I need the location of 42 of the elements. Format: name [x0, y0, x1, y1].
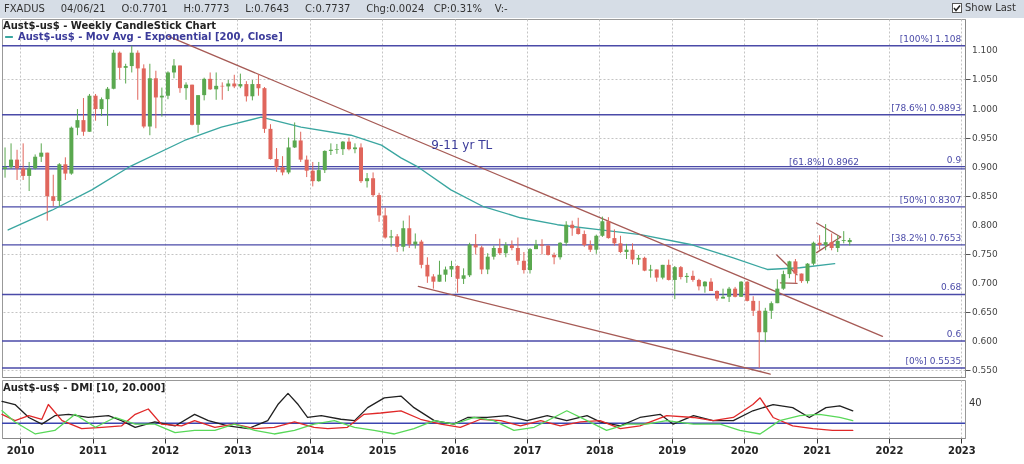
chart-title: Aust$-us$ - DMI [10, 20.000] [3, 382, 166, 393]
ref-line-label: 0.6 [946, 328, 962, 339]
x-tick-label: 2020 [730, 444, 759, 456]
y-tick-label: 0.650 [972, 306, 999, 317]
ref-line-label: [50%] 0.8307 [899, 194, 962, 205]
y-tick-label: 0.900 [972, 161, 999, 172]
ref-line-label: [100%] 1.108 [899, 33, 962, 44]
x-tick-label: 2022 [875, 444, 904, 456]
x-tick-label: 2013 [223, 444, 252, 456]
y-tick-label: 1.050 [972, 74, 999, 85]
y-tick-label: 0.800 [972, 219, 999, 230]
ref-line-label: [38.2%] 0.7653 [891, 232, 962, 243]
x-tick-label: 2015 [368, 444, 397, 456]
x-tick-label: 2023 [947, 444, 976, 456]
legend-label: Aust$-us$ - Mov Avg - Exponential [200, Close] [18, 31, 283, 42]
ref-line-label: [61.8%] 0.8962 [789, 156, 860, 167]
y-tick-label: 0.600 [972, 335, 999, 346]
x-tick-label: 2011 [79, 444, 107, 456]
chart-title: Aust$-us$ - Weekly CandleStick Chart [3, 20, 217, 31]
x-tick-label: 2018 [585, 444, 614, 456]
x-tick-label: 2012 [151, 444, 180, 456]
text: Show Last [965, 2, 1016, 13]
y-tick-label: 0.700 [972, 277, 999, 288]
ref-line-label: [0%] 0.5535 [905, 355, 962, 366]
y-tick-label: 0.950 [972, 132, 999, 143]
chart-subtitle: FXADUS 04/06/21 O:0.7701 H:0.7773 L:0.7643 C:0.7737 Chg:0.0024 CP:0.31% V:- [4, 3, 508, 14]
x-tick-label: 2021 [803, 444, 832, 456]
y-tick-label: 1.100 [972, 45, 999, 56]
x-tick-label: 2019 [658, 444, 687, 456]
annotation: 9-11 yr TL [431, 137, 493, 152]
y-tick-label: 0.550 [972, 365, 999, 376]
y-tick-label: 0.750 [972, 248, 999, 259]
text: 40 [969, 397, 982, 408]
y-tick-label: 1.000 [972, 103, 999, 114]
y-tick-label: 0.850 [972, 190, 999, 201]
ref-line-label: 0.68 [941, 282, 962, 293]
x-tick-label: 2017 [513, 444, 542, 456]
x-tick-label: 2014 [296, 444, 325, 456]
x-tick-label: 2016 [441, 444, 469, 456]
x-tick-label: 2010 [6, 444, 35, 456]
ref-line-label: 0.9 [946, 154, 962, 165]
ref-line-label: [78.6%] 0.9893 [891, 102, 962, 113]
